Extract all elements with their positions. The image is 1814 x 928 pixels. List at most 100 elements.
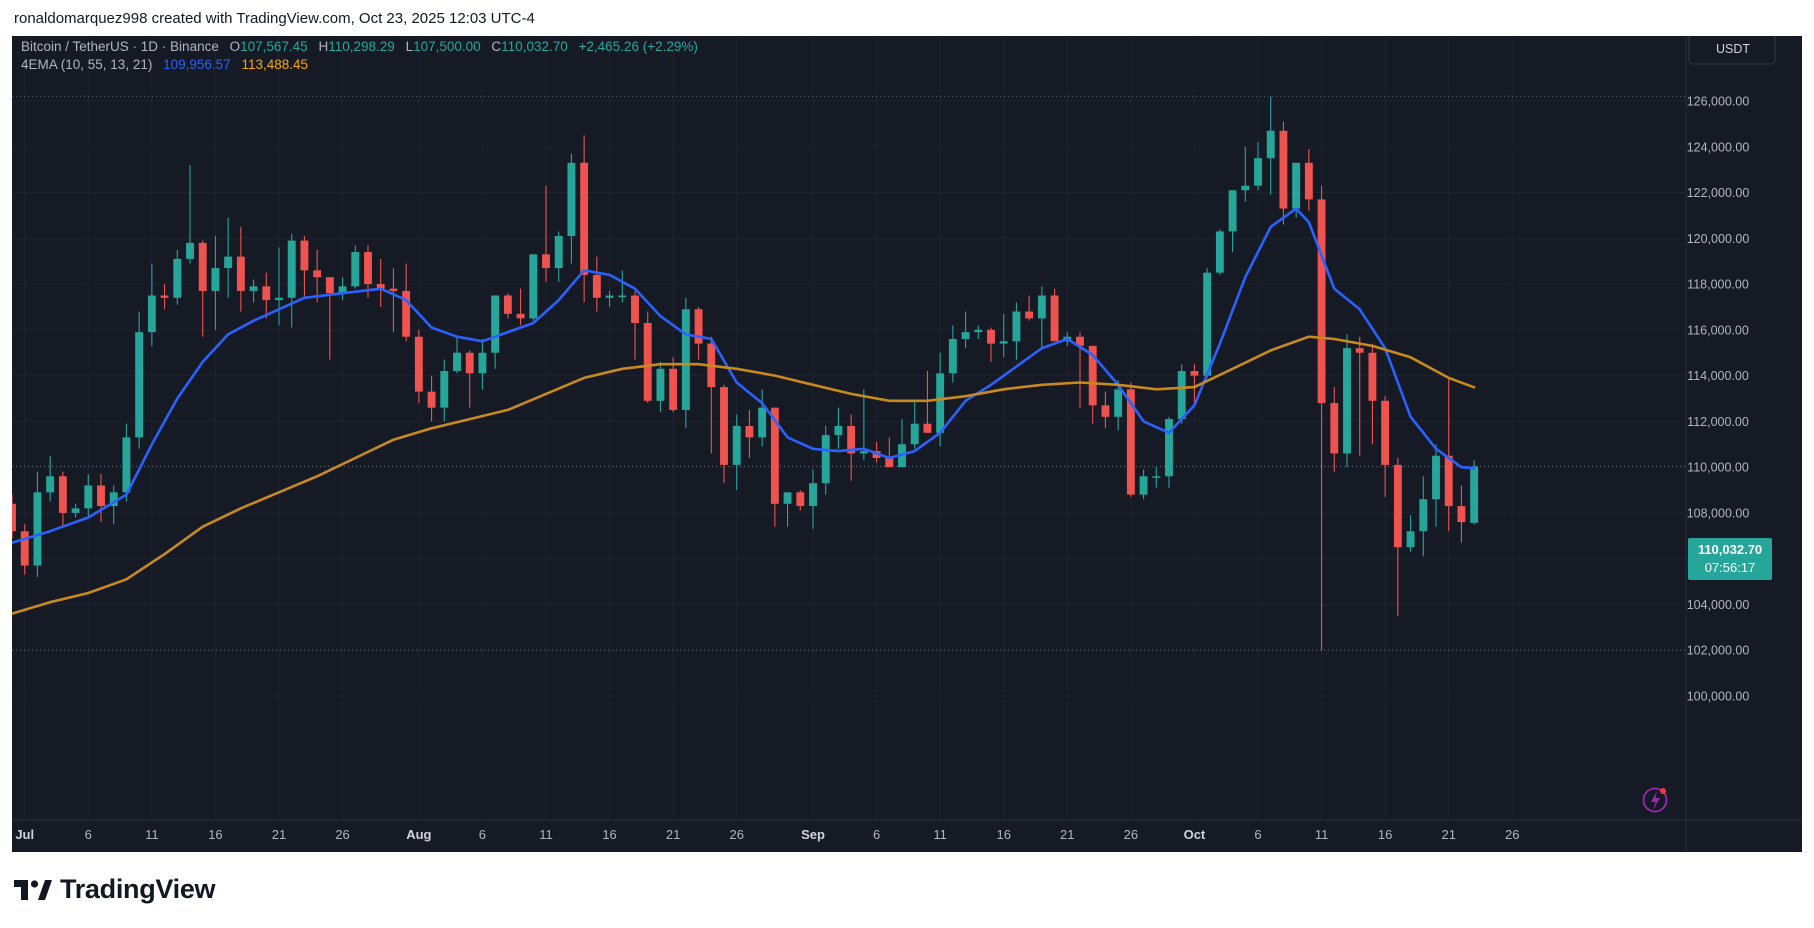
candle	[1266, 96, 1275, 195]
candle-body	[211, 268, 220, 291]
candle-body	[529, 254, 538, 319]
candle	[275, 247, 283, 326]
candle	[720, 384, 728, 484]
time-tick-label: 26	[1124, 827, 1138, 842]
candle-body	[516, 313, 525, 319]
candle-body	[33, 492, 42, 566]
candle	[783, 492, 792, 527]
candle	[1470, 460, 1479, 525]
candle	[631, 290, 639, 360]
candle-body	[351, 252, 360, 287]
candle	[974, 325, 983, 339]
legend-close: 110,032.70	[501, 39, 568, 54]
candle	[1419, 476, 1428, 557]
time-tick-label: 6	[1254, 827, 1261, 842]
price-tick-label: 124,000.00	[1687, 140, 1750, 154]
candle-body	[1292, 162, 1301, 209]
price-tag-countdown: 07:56:17	[1705, 560, 1756, 575]
chart-background	[12, 36, 1802, 852]
candle	[516, 288, 525, 326]
candle	[745, 409, 754, 458]
legend-low: 107,500.00	[413, 39, 481, 54]
candle-body	[834, 425, 843, 436]
replay-icon-ring	[1642, 787, 1668, 813]
candle	[313, 249, 322, 303]
candle-body	[440, 371, 449, 408]
candle-body	[414, 336, 423, 392]
candle-body	[1470, 466, 1479, 523]
candle	[554, 231, 563, 282]
candle	[1228, 190, 1237, 253]
candle-body	[20, 531, 29, 566]
time-tick-label: 11	[145, 827, 159, 842]
candle	[300, 236, 309, 298]
candle-body	[1317, 199, 1326, 404]
legend-open: 107,567.45	[240, 39, 308, 54]
candle	[224, 217, 233, 298]
candle	[1088, 345, 1097, 424]
brand-logo: TradingView	[14, 874, 216, 905]
time-tick-label: 26	[1505, 827, 1519, 842]
candle	[1050, 288, 1059, 342]
currency-button[interactable]: USDT	[1688, 33, 1776, 65]
candle	[440, 359, 449, 422]
candle-body	[287, 240, 296, 298]
indicator-name[interactable]: 4EMA (10, 55, 13, 21)	[21, 57, 152, 72]
price-tag: 110,032.70 07:56:17	[1688, 538, 1772, 580]
time-tick-label: 21	[1060, 827, 1074, 842]
grid-lines	[12, 36, 1686, 820]
candle	[8, 494, 16, 539]
replay-lightning-icon[interactable]	[1642, 787, 1668, 813]
price-tick-label: 118,000.00	[1687, 278, 1749, 292]
candle	[1393, 458, 1402, 616]
candle-body	[910, 423, 919, 445]
legend-high: 110,298.29	[328, 39, 395, 54]
candle-body	[1076, 336, 1084, 346]
candle-body	[71, 508, 80, 513]
price-tick-label: 110,000.00	[1687, 461, 1749, 475]
candle	[987, 327, 995, 362]
brand-name: TradingView	[60, 874, 216, 904]
candle	[122, 423, 131, 502]
candle-body	[1368, 352, 1377, 401]
candle	[1432, 444, 1440, 527]
legend-symbol[interactable]: Bitcoin / TetherUS · 1D · Binance	[21, 39, 219, 54]
candle-body	[580, 162, 589, 275]
candle	[529, 254, 538, 321]
candle-body	[1419, 499, 1428, 532]
candle	[770, 407, 779, 527]
candle	[656, 361, 665, 413]
candle	[325, 277, 334, 360]
candle-body	[84, 485, 93, 509]
candle	[1152, 467, 1161, 488]
time-tick-label: 16	[996, 827, 1010, 842]
tradingview-logo-icon	[14, 879, 52, 900]
candle	[97, 474, 105, 523]
svg-text:Bitcoin / TetherUS · 1D · Bina: Bitcoin / TetherUS · 1D · Binance O107,5…	[21, 39, 698, 54]
candle	[236, 226, 245, 312]
candle	[1114, 380, 1123, 431]
candle-body	[1279, 130, 1288, 209]
candle-body	[1012, 311, 1021, 342]
candle	[198, 240, 207, 337]
candle	[999, 313, 1008, 358]
price-tick-label: 114,000.00	[1687, 369, 1749, 383]
currency-button-label[interactable]: USDT	[1716, 42, 1750, 56]
candle-body	[592, 274, 601, 298]
candle	[20, 524, 29, 575]
candle-body	[8, 503, 16, 532]
price-tick-label: 112,000.00	[1687, 415, 1749, 429]
legend: Bitcoin / TetherUS · 1D · Binance O107,5…	[21, 39, 698, 72]
candle-body	[1215, 231, 1224, 273]
candle-body	[821, 435, 830, 484]
time-tick-label: 21	[272, 827, 286, 842]
time-tick-label: 6	[479, 827, 486, 842]
candle-body	[325, 277, 334, 294]
candle-body	[1444, 455, 1453, 507]
candle	[376, 258, 385, 307]
chart-frame: 100,000.00102,000.00104,000.00106,000.00…	[8, 33, 1802, 852]
candle	[1165, 416, 1173, 488]
price-tick-label: 120,000.00	[1687, 232, 1750, 246]
candlestick-chart[interactable]: 100,000.00102,000.00104,000.00106,000.00…	[8, 33, 1802, 852]
candle	[1304, 149, 1313, 211]
